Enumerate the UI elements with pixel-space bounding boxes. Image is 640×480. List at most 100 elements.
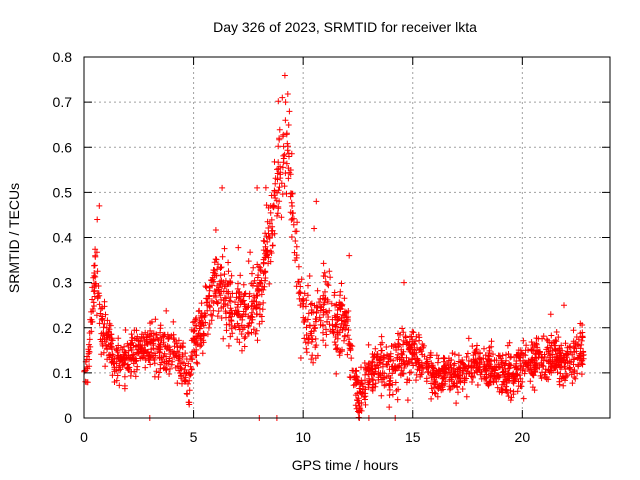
- data-point: [501, 371, 508, 378]
- data-point: [90, 299, 97, 306]
- data-point: [474, 382, 481, 388]
- data-point: [268, 250, 275, 256]
- data-point: [282, 117, 289, 124]
- data-point: [212, 290, 219, 297]
- data-point: [265, 225, 272, 231]
- data-point: [260, 237, 267, 244]
- data-point: [136, 341, 143, 348]
- data-points: [81, 72, 587, 421]
- data-point: [271, 192, 278, 199]
- data-point: [513, 358, 520, 364]
- data-point: [247, 249, 254, 256]
- data-point: [575, 361, 581, 368]
- data-point: [488, 358, 495, 365]
- data-point: [432, 380, 439, 387]
- data-point: [313, 308, 320, 315]
- data-point: [469, 343, 476, 350]
- data-point: [283, 160, 290, 167]
- data-point: [219, 184, 226, 191]
- data-point: [325, 314, 332, 320]
- data-point: [92, 253, 99, 260]
- data-point: [188, 352, 195, 359]
- data-point: [305, 282, 311, 289]
- data-point: [267, 203, 274, 209]
- data-point: [357, 406, 364, 412]
- data-point: [96, 202, 103, 209]
- data-point: [325, 282, 332, 289]
- data-point: [86, 336, 93, 343]
- data-point: [308, 338, 315, 345]
- data-point: [213, 256, 220, 263]
- data-point: [404, 397, 411, 404]
- data-point: [520, 395, 527, 402]
- data-point: [253, 304, 260, 311]
- data-point: [292, 228, 299, 235]
- data-point: [303, 349, 310, 356]
- data-point: [346, 342, 353, 349]
- x-tick-label: 5: [190, 429, 198, 445]
- data-point: [334, 311, 341, 318]
- data-point: [145, 357, 152, 363]
- data-point: [464, 350, 471, 357]
- data-point: [203, 284, 210, 291]
- data-point: [532, 369, 539, 376]
- y-tick-label: 0.8: [53, 49, 73, 65]
- data-point: [513, 372, 520, 379]
- y-tick-label: 0.7: [53, 94, 73, 110]
- data-point: [472, 359, 478, 366]
- data-point: [561, 363, 568, 370]
- data-point: [317, 303, 324, 310]
- data-point: [288, 234, 295, 240]
- data-point: [336, 349, 343, 356]
- data-point: [341, 333, 348, 340]
- data-point: [233, 309, 240, 316]
- data-point: [376, 371, 383, 378]
- data-point: [307, 301, 314, 308]
- data-point: [241, 343, 248, 350]
- data-point: [341, 295, 348, 302]
- data-point: [189, 356, 196, 363]
- data-point: [404, 376, 411, 383]
- data-point: [398, 354, 405, 361]
- data-point: [293, 243, 300, 250]
- data-point: [393, 347, 400, 353]
- data-point: [239, 347, 245, 354]
- data-point: [170, 318, 177, 325]
- data-point: [214, 266, 221, 273]
- data-point: [506, 361, 513, 367]
- data-point: [310, 359, 317, 366]
- data-point: [401, 279, 407, 286]
- data-point: [233, 290, 240, 297]
- data-point: [272, 180, 279, 187]
- data-point: [266, 235, 273, 242]
- data-point: [221, 245, 228, 252]
- data-point: [243, 306, 249, 313]
- data-point: [455, 389, 461, 396]
- data-point: [499, 352, 506, 359]
- data-point: [297, 355, 304, 361]
- data-point: [553, 329, 560, 335]
- data-point: [481, 375, 488, 382]
- data-point: [214, 313, 221, 320]
- data-point: [562, 377, 568, 384]
- data-point: [335, 331, 341, 338]
- data-point: [474, 342, 480, 349]
- data-point: [419, 362, 426, 369]
- data-point: [171, 349, 178, 356]
- data-point: [153, 331, 160, 338]
- data-point: [148, 346, 155, 353]
- data-point: [572, 375, 579, 382]
- data-point: [169, 358, 176, 365]
- data-point: [259, 306, 266, 313]
- data-point: [536, 351, 543, 358]
- data-point: [348, 355, 355, 362]
- data-point: [262, 243, 269, 250]
- data-point: [488, 338, 495, 345]
- data-point: [245, 258, 252, 265]
- data-point: [319, 295, 326, 302]
- data-point: [496, 388, 503, 395]
- data-point: [274, 166, 280, 173]
- data-point: [429, 389, 436, 396]
- data-point: [459, 386, 466, 392]
- data-point: [191, 318, 198, 325]
